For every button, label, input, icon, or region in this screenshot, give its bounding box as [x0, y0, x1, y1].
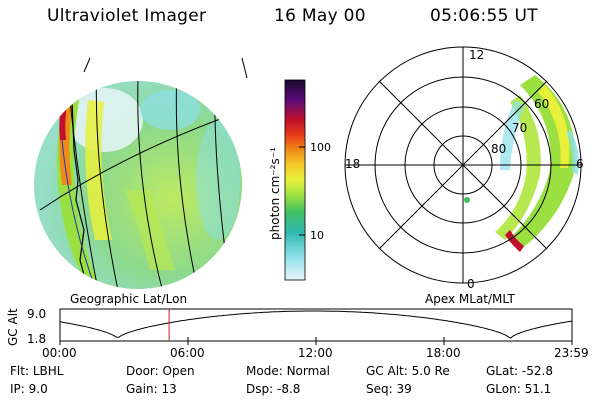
lat-label-70: 70 [512, 121, 527, 135]
mlt-diagonal [378, 80, 548, 250]
x-tick-label: 23:59 [554, 346, 589, 360]
altitude-plot: GC Alt 9.0 1.8 00:00 06:00 12:00 18:00 2… [6, 307, 589, 360]
colorbar: 100 10 photon cm⁻²s⁻¹ [268, 79, 331, 281]
info-door: Door: Open [126, 364, 195, 378]
info-dsp: Dsp: -8.8 [246, 382, 301, 396]
info-gain: Gain: 13 [126, 382, 177, 396]
colorbar-tick-label: 100 [310, 141, 331, 154]
time-label: 05:06:55 UT [430, 6, 538, 26]
date-label: 16 May 00 [274, 6, 366, 26]
geographic-label: Geographic Lat/Lon [70, 292, 187, 306]
altitude-ytick: 1.8 [27, 332, 46, 346]
mlt-label-0: 0 [467, 277, 475, 291]
altitude-ytick: 9.0 [27, 307, 46, 321]
auroral-band [125, 190, 175, 270]
info-glat: GLat: -52.8 [486, 364, 553, 378]
x-tick-label: 00:00 [42, 346, 77, 360]
mlt-label-6: 6 [576, 157, 584, 171]
colorbar-label: photon cm⁻²s⁻¹ [268, 147, 282, 240]
altitude-curve [59, 310, 573, 339]
colorbar-tick-label: 10 [310, 229, 324, 242]
info-seq: Seq: 39 [366, 382, 412, 396]
info-ip: IP: 9.0 [10, 382, 48, 396]
altitude-plot-frame [59, 308, 573, 342]
x-tick-label: 12:00 [298, 346, 333, 360]
geographic-image [34, 57, 248, 289]
lat-label-80: 80 [491, 142, 506, 156]
coastline [71, 99, 89, 289]
lat-label-60: 60 [534, 97, 549, 111]
x-tick-label: 06:00 [170, 346, 205, 360]
auroral-oval [495, 95, 541, 240]
mlt-label-12: 12 [469, 48, 484, 62]
auroral-oval [505, 230, 524, 252]
speckle-region [140, 90, 200, 130]
colorbar-rect [284, 79, 306, 281]
speckle-region [67, 88, 143, 152]
auroral-band [85, 100, 112, 240]
apex-label: Apex MLat/MLT [425, 292, 515, 306]
meridian-line [175, 81, 201, 289]
altitude-ylabel: GC Alt [6, 308, 20, 346]
polar-plot: 12 0 18 6 60 70 80 [344, 46, 584, 291]
subsatellite-point [464, 197, 470, 203]
meridian-line [95, 81, 121, 289]
instrument-title: Ultraviolet Imager [47, 6, 207, 26]
info-gc-alt: GC Alt: 5.0 Re [366, 364, 450, 378]
info-mode: Mode: Normal [246, 364, 330, 378]
latitude-line [39, 109, 242, 211]
reference-point [64, 101, 70, 107]
info-flt: Flt: LBHL [10, 364, 64, 378]
meridian-line [137, 81, 166, 289]
auroral-oval [566, 130, 579, 175]
info-glon: GLon: 51.1 [486, 382, 552, 396]
meridian-tick [83, 57, 91, 73]
mlt-label-18: 18 [345, 157, 360, 171]
coastline-secondary [61, 139, 97, 289]
x-tick-label: 18:00 [426, 346, 461, 360]
meridian-tick [241, 57, 248, 79]
auroral-oval [538, 85, 570, 168]
